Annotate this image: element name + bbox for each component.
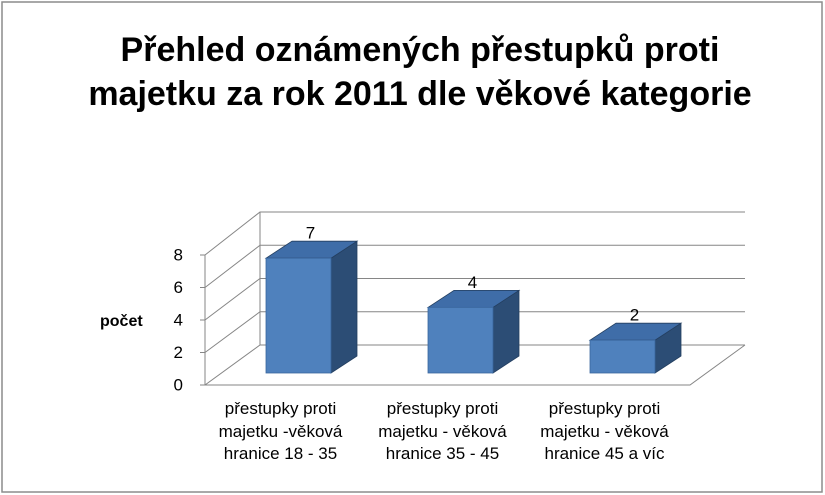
grid-line — [204, 311, 745, 353]
bar-front — [265, 257, 332, 374]
data-label: 7 — [306, 224, 315, 243]
x-tick-label: přestupky proti majetku - věková hranice… — [540, 399, 669, 464]
y-tick-label: 0 — [174, 375, 183, 394]
grid-line — [204, 278, 745, 321]
data-label: 2 — [630, 306, 639, 325]
x-tick-label: přestupky proti majetku - věková hranice… — [378, 399, 507, 464]
y-tick-label: 2 — [174, 343, 183, 362]
grid-line — [204, 211, 745, 256]
grid-line — [204, 344, 745, 386]
bar — [588, 322, 683, 374]
y-axis-label: počet — [100, 313, 143, 330]
y-tick-label: 4 — [174, 310, 183, 329]
floor-edge — [205, 344, 746, 386]
grid-line — [204, 244, 745, 288]
bar-side — [330, 240, 358, 374]
data-label: 4 — [468, 273, 477, 292]
bar — [426, 289, 521, 374]
bar-front — [589, 339, 656, 374]
y-tick-label: 6 — [174, 278, 183, 297]
bar-front — [427, 306, 494, 374]
x-tick-label: přestupky proti majetku -věková hranice … — [218, 399, 343, 464]
bar — [264, 240, 359, 374]
chart-title: Přehled oznámených přestupků proti majet… — [88, 31, 752, 114]
y-tick-label: 8 — [174, 245, 183, 264]
